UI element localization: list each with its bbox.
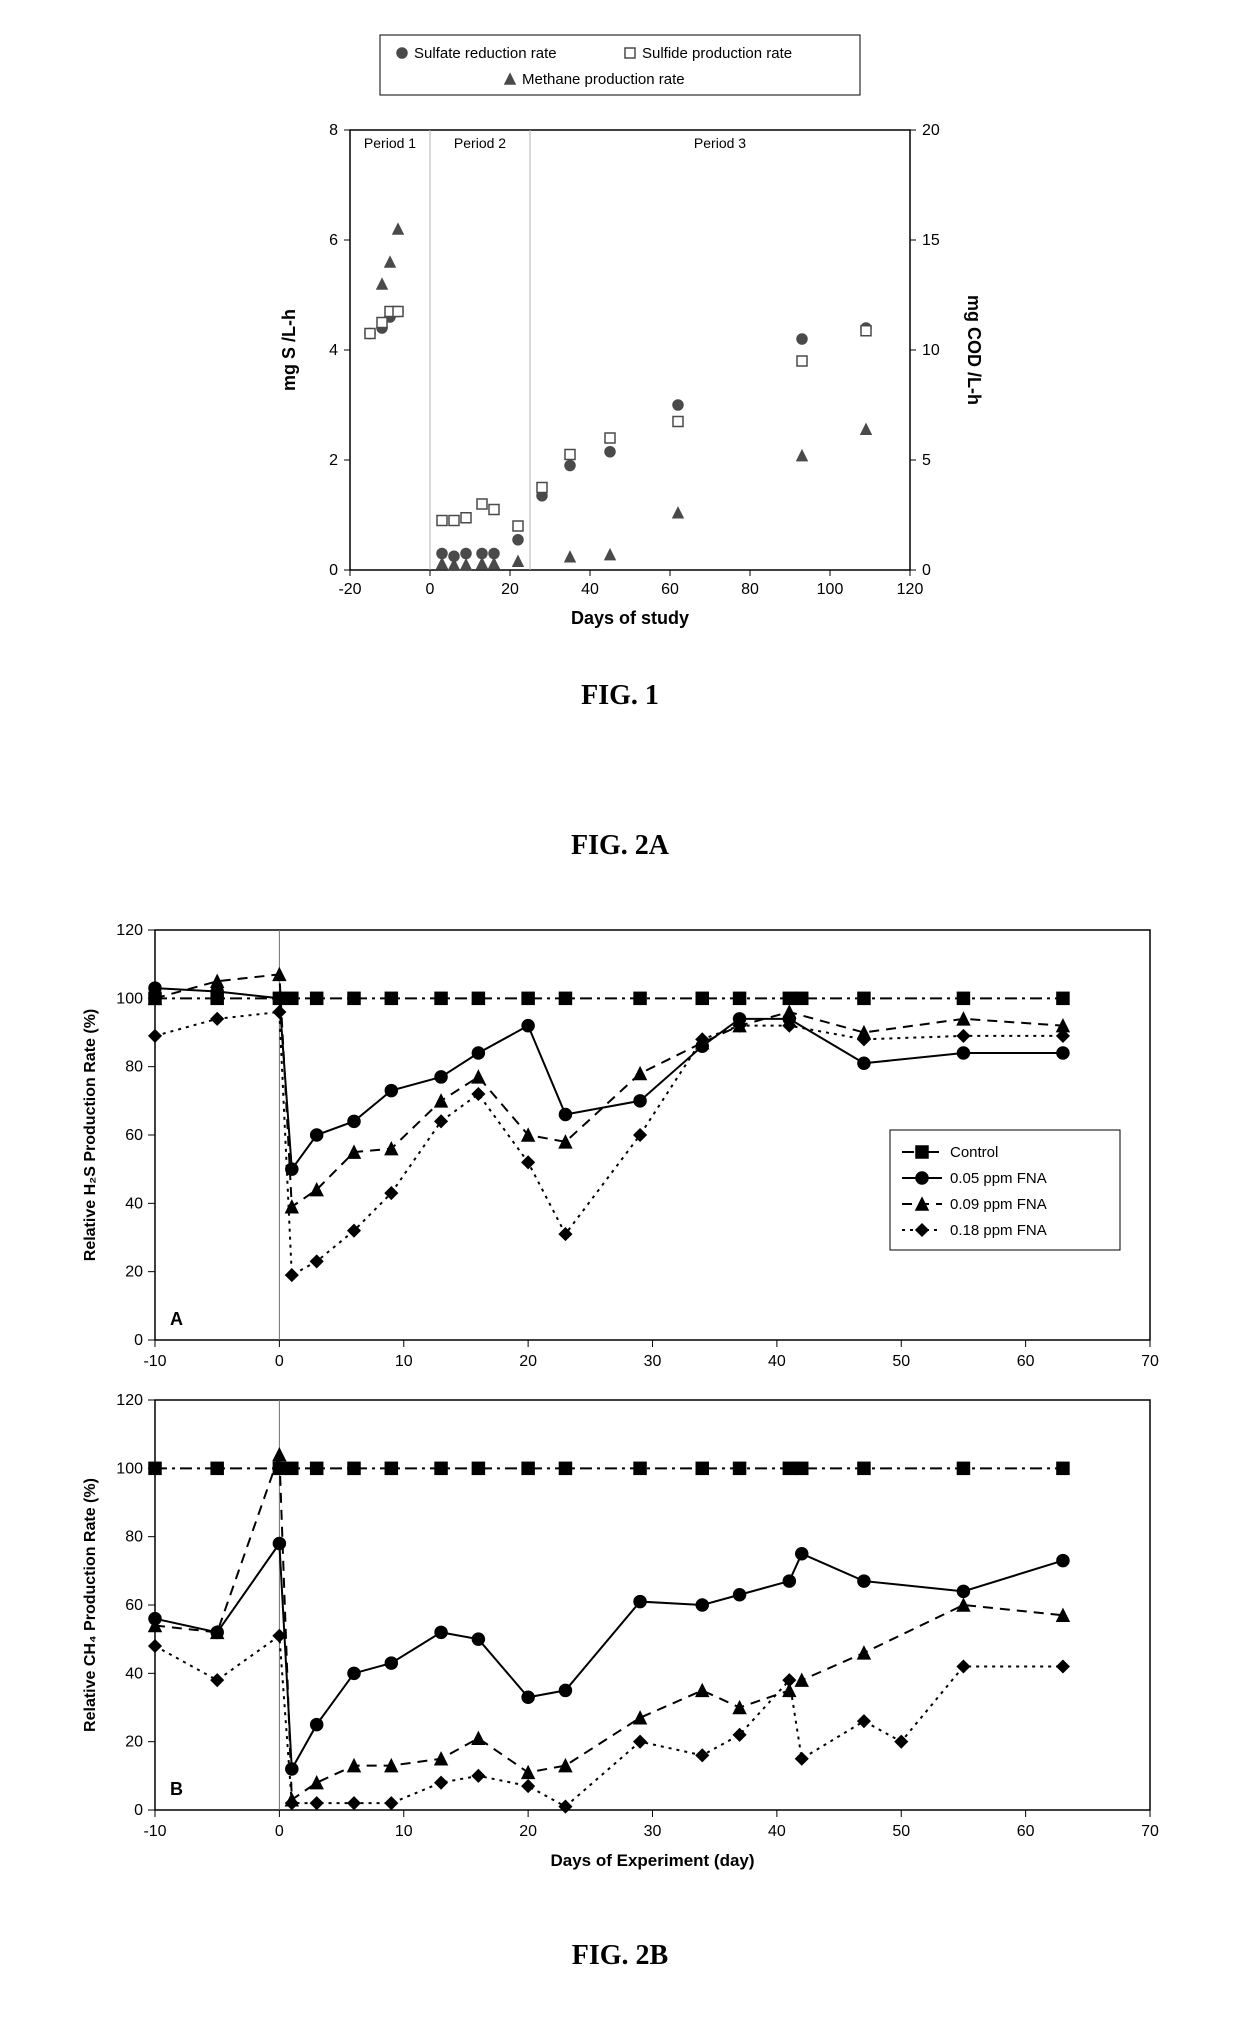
svg-text:8: 8 [329, 122, 338, 139]
svg-text:10: 10 [395, 1353, 413, 1370]
svg-text:Days of Experiment (day): Days of Experiment (day) [550, 1851, 754, 1870]
svg-text:120: 120 [116, 922, 143, 939]
svg-text:60: 60 [661, 581, 679, 598]
svg-text:60: 60 [125, 1127, 143, 1144]
svg-text:0: 0 [922, 562, 931, 579]
svg-text:Sulfide production rate: Sulfide production rate [642, 45, 792, 62]
svg-text:40: 40 [581, 581, 599, 598]
svg-text:20: 20 [922, 122, 940, 139]
svg-text:A: A [170, 1309, 183, 1329]
svg-text:Relative CH₄ Production Rate (: Relative CH₄ Production Rate (%) [82, 1478, 99, 1732]
svg-text:60: 60 [1017, 1353, 1035, 1370]
svg-text:-20: -20 [338, 581, 361, 598]
svg-text:0.05 ppm FNA: 0.05 ppm FNA [950, 1170, 1047, 1187]
svg-text:10: 10 [395, 1823, 413, 1840]
svg-text:2: 2 [329, 452, 338, 469]
svg-text:30: 30 [644, 1823, 662, 1840]
svg-text:mg S /L-h: mg S /L-h [279, 309, 299, 391]
svg-text:-10: -10 [143, 1823, 166, 1840]
svg-text:40: 40 [125, 1665, 143, 1682]
svg-text:10: 10 [922, 342, 940, 359]
fig1-chart: Sulfate reduction rate Sulfide production… [230, 30, 1010, 650]
svg-text:0: 0 [275, 1823, 284, 1840]
svg-text:120: 120 [897, 581, 924, 598]
svg-text:Days of study: Days of study [571, 608, 689, 628]
svg-text:0.09 ppm FNA: 0.09 ppm FNA [950, 1196, 1047, 1213]
svg-text:0: 0 [426, 581, 435, 598]
svg-text:40: 40 [125, 1195, 143, 1212]
svg-text:Control: Control [950, 1144, 998, 1161]
svg-text:20: 20 [501, 581, 519, 598]
svg-text:60: 60 [1017, 1823, 1035, 1840]
svg-text:80: 80 [741, 581, 759, 598]
svg-text:50: 50 [892, 1823, 910, 1840]
fig1-label: FIG. 1 [0, 680, 1240, 712]
svg-text:Period 3: Period 3 [694, 135, 746, 151]
svg-text:70: 70 [1141, 1823, 1159, 1840]
svg-text:40: 40 [768, 1823, 786, 1840]
svg-text:-10: -10 [143, 1353, 166, 1370]
fig2-container: 020406080100120-10010203040506070Relativ… [60, 910, 1180, 1910]
fig1-container: Sulfate reduction rate Sulfide production… [230, 30, 1010, 650]
svg-text:20: 20 [519, 1823, 537, 1840]
svg-text:120: 120 [116, 1392, 143, 1409]
svg-text:mg COD /L-h: mg COD /L-h [964, 295, 984, 405]
fig2-chart: 020406080100120-10010203040506070Relativ… [60, 910, 1180, 1910]
svg-text:Sulfate reduction rate: Sulfate reduction rate [414, 45, 557, 62]
svg-text:B: B [170, 1779, 183, 1799]
svg-text:Period 2: Period 2 [454, 135, 506, 151]
svg-text:80: 80 [125, 1529, 143, 1546]
svg-text:60: 60 [125, 1597, 143, 1614]
svg-text:20: 20 [125, 1264, 143, 1281]
svg-text:40: 40 [768, 1353, 786, 1370]
svg-text:4: 4 [329, 342, 338, 359]
svg-text:70: 70 [1141, 1353, 1159, 1370]
svg-text:Relative H₂S Production Rate (: Relative H₂S Production Rate (%) [82, 1009, 99, 1261]
svg-text:80: 80 [125, 1059, 143, 1076]
svg-text:0.18 ppm FNA: 0.18 ppm FNA [950, 1222, 1047, 1239]
svg-text:100: 100 [116, 1460, 143, 1477]
svg-text:100: 100 [817, 581, 844, 598]
svg-text:0: 0 [134, 1802, 143, 1819]
fig2a-label: FIG. 2A [0, 830, 1240, 862]
svg-text:15: 15 [922, 232, 940, 249]
svg-text:20: 20 [519, 1353, 537, 1370]
svg-text:6: 6 [329, 232, 338, 249]
svg-text:20: 20 [125, 1734, 143, 1751]
svg-text:Methane production rate: Methane production rate [522, 71, 685, 88]
svg-text:100: 100 [116, 990, 143, 1007]
svg-text:0: 0 [275, 1353, 284, 1370]
svg-text:5: 5 [922, 452, 931, 469]
svg-text:0: 0 [329, 562, 338, 579]
svg-text:50: 50 [892, 1353, 910, 1370]
svg-text:0: 0 [134, 1332, 143, 1349]
fig2b-label: FIG. 2B [0, 1940, 1240, 1972]
svg-text:Period 1: Period 1 [364, 135, 416, 151]
svg-text:30: 30 [644, 1353, 662, 1370]
